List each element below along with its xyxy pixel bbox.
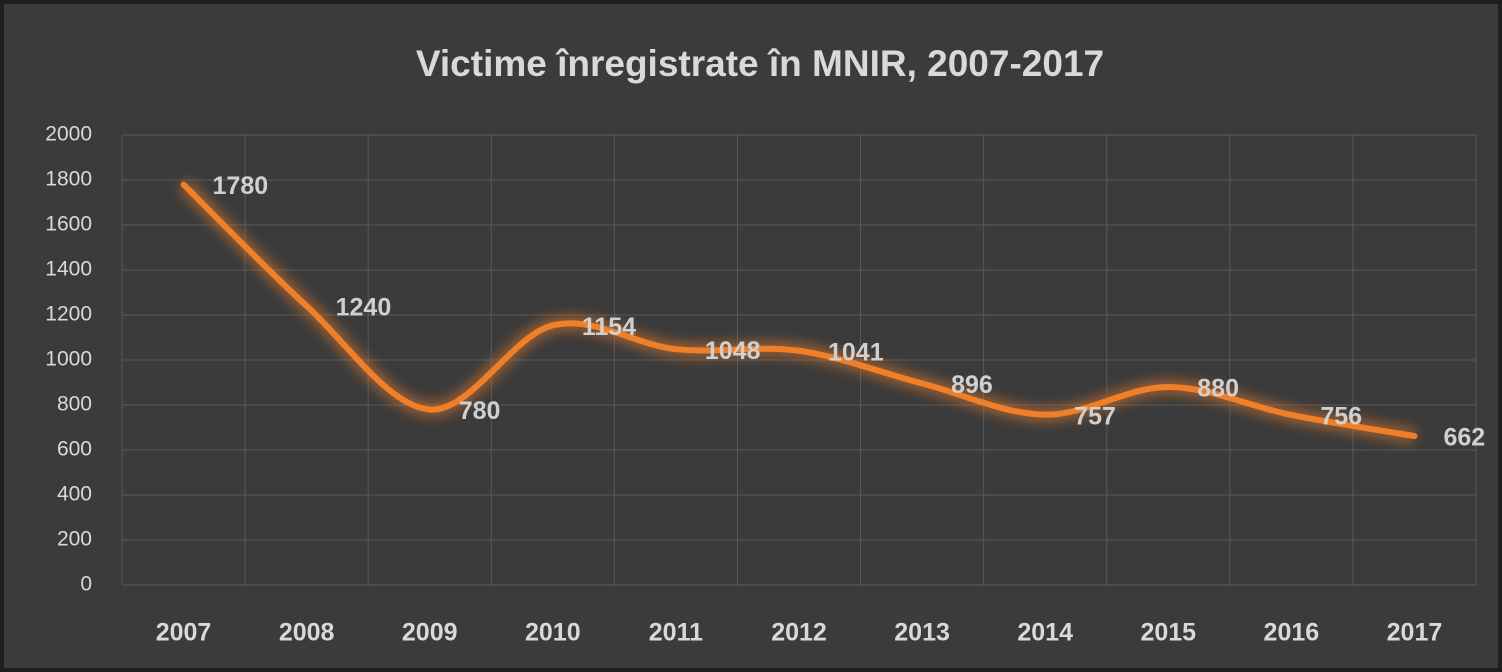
x-tick-label: 2014: [1017, 619, 1073, 647]
data-label: 1780: [213, 172, 269, 200]
data-label: 1240: [336, 294, 392, 322]
x-tick-label: 2012: [771, 619, 827, 647]
line: [180, 181, 1418, 440]
x-tick-label: 2016: [1264, 619, 1320, 647]
y-tick-label: 600: [57, 438, 92, 461]
y-tick-label: 400: [57, 483, 92, 506]
y-tick-label: 800: [57, 393, 92, 416]
x-tick-label: 2009: [402, 619, 458, 647]
x-tick-label: 2011: [649, 619, 703, 647]
x-tick-label: 2010: [525, 619, 581, 647]
data-label: 1048: [705, 337, 761, 365]
x-tick-label: 2007: [156, 619, 212, 647]
x-tick-label: 2013: [894, 619, 950, 647]
data-label: 757: [1074, 402, 1116, 430]
data-label: 880: [1197, 375, 1239, 403]
y-tick-label: 1600: [45, 213, 92, 236]
y-tick-label: 2000: [45, 123, 92, 146]
data-label: 780: [459, 397, 501, 425]
x-tick-label: 2008: [279, 619, 335, 647]
y-tick-label: 1000: [45, 348, 92, 371]
data-label: 662: [1443, 424, 1485, 452]
y-tick-label: 1400: [45, 258, 92, 281]
y-tick-label: 1200: [45, 303, 92, 326]
y-tick-label: 200: [57, 528, 92, 551]
y-tick-label: 1800: [45, 168, 92, 191]
x-tick-label: 2015: [1140, 619, 1196, 647]
x-tick-label: 2017: [1387, 619, 1443, 647]
data-label: 1154: [582, 313, 636, 341]
data-label: 756: [1320, 403, 1362, 431]
chart-title: Victime înregistrate în MNIR, 2007-2017: [416, 43, 1104, 84]
data-label: 1041: [828, 338, 884, 366]
data-label: 896: [951, 371, 993, 399]
y-tick-label: 0: [80, 573, 92, 596]
